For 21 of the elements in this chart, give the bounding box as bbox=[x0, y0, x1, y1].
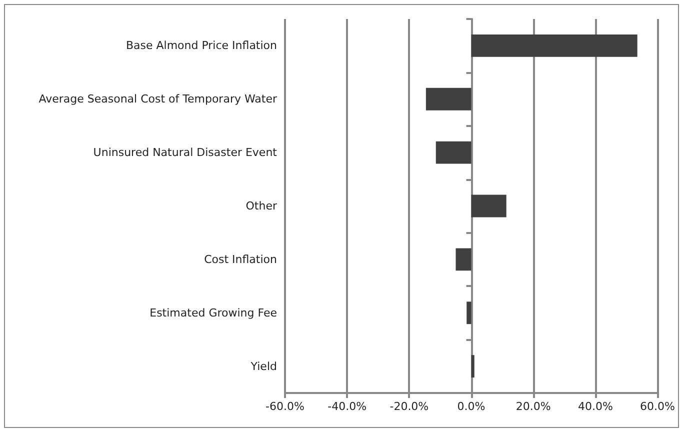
y-tick-label: Average Seasonal Cost of Temporary Water bbox=[38, 92, 278, 106]
x-tick-label: 40.0% bbox=[578, 400, 613, 413]
y-tick-label: Estimated Growing Fee bbox=[150, 306, 278, 320]
x-tick-label: -60.0% bbox=[266, 400, 304, 413]
x-tick-label: -40.0% bbox=[328, 400, 367, 413]
x-tick-label: 20.0% bbox=[516, 400, 551, 413]
bar bbox=[426, 88, 472, 110]
bar bbox=[471, 355, 474, 378]
y-tick-label: Cost Inflation bbox=[204, 252, 278, 266]
bar bbox=[436, 141, 472, 164]
bar bbox=[456, 248, 472, 271]
y-tick-label: Base Almond Price Inflation bbox=[126, 39, 278, 52]
x-tick-label: 60.0% bbox=[640, 400, 676, 413]
x-tick-label: 0.0% bbox=[457, 400, 486, 413]
bar bbox=[466, 302, 472, 324]
x-tick-label: -20.0% bbox=[390, 400, 429, 413]
y-tick-label: Uninsured Natural Disaster Event bbox=[93, 146, 278, 160]
bar bbox=[471, 34, 638, 57]
y-tick-label: Yield bbox=[250, 360, 277, 373]
bar bbox=[471, 194, 506, 218]
y-tick-label: Other bbox=[246, 200, 278, 212]
